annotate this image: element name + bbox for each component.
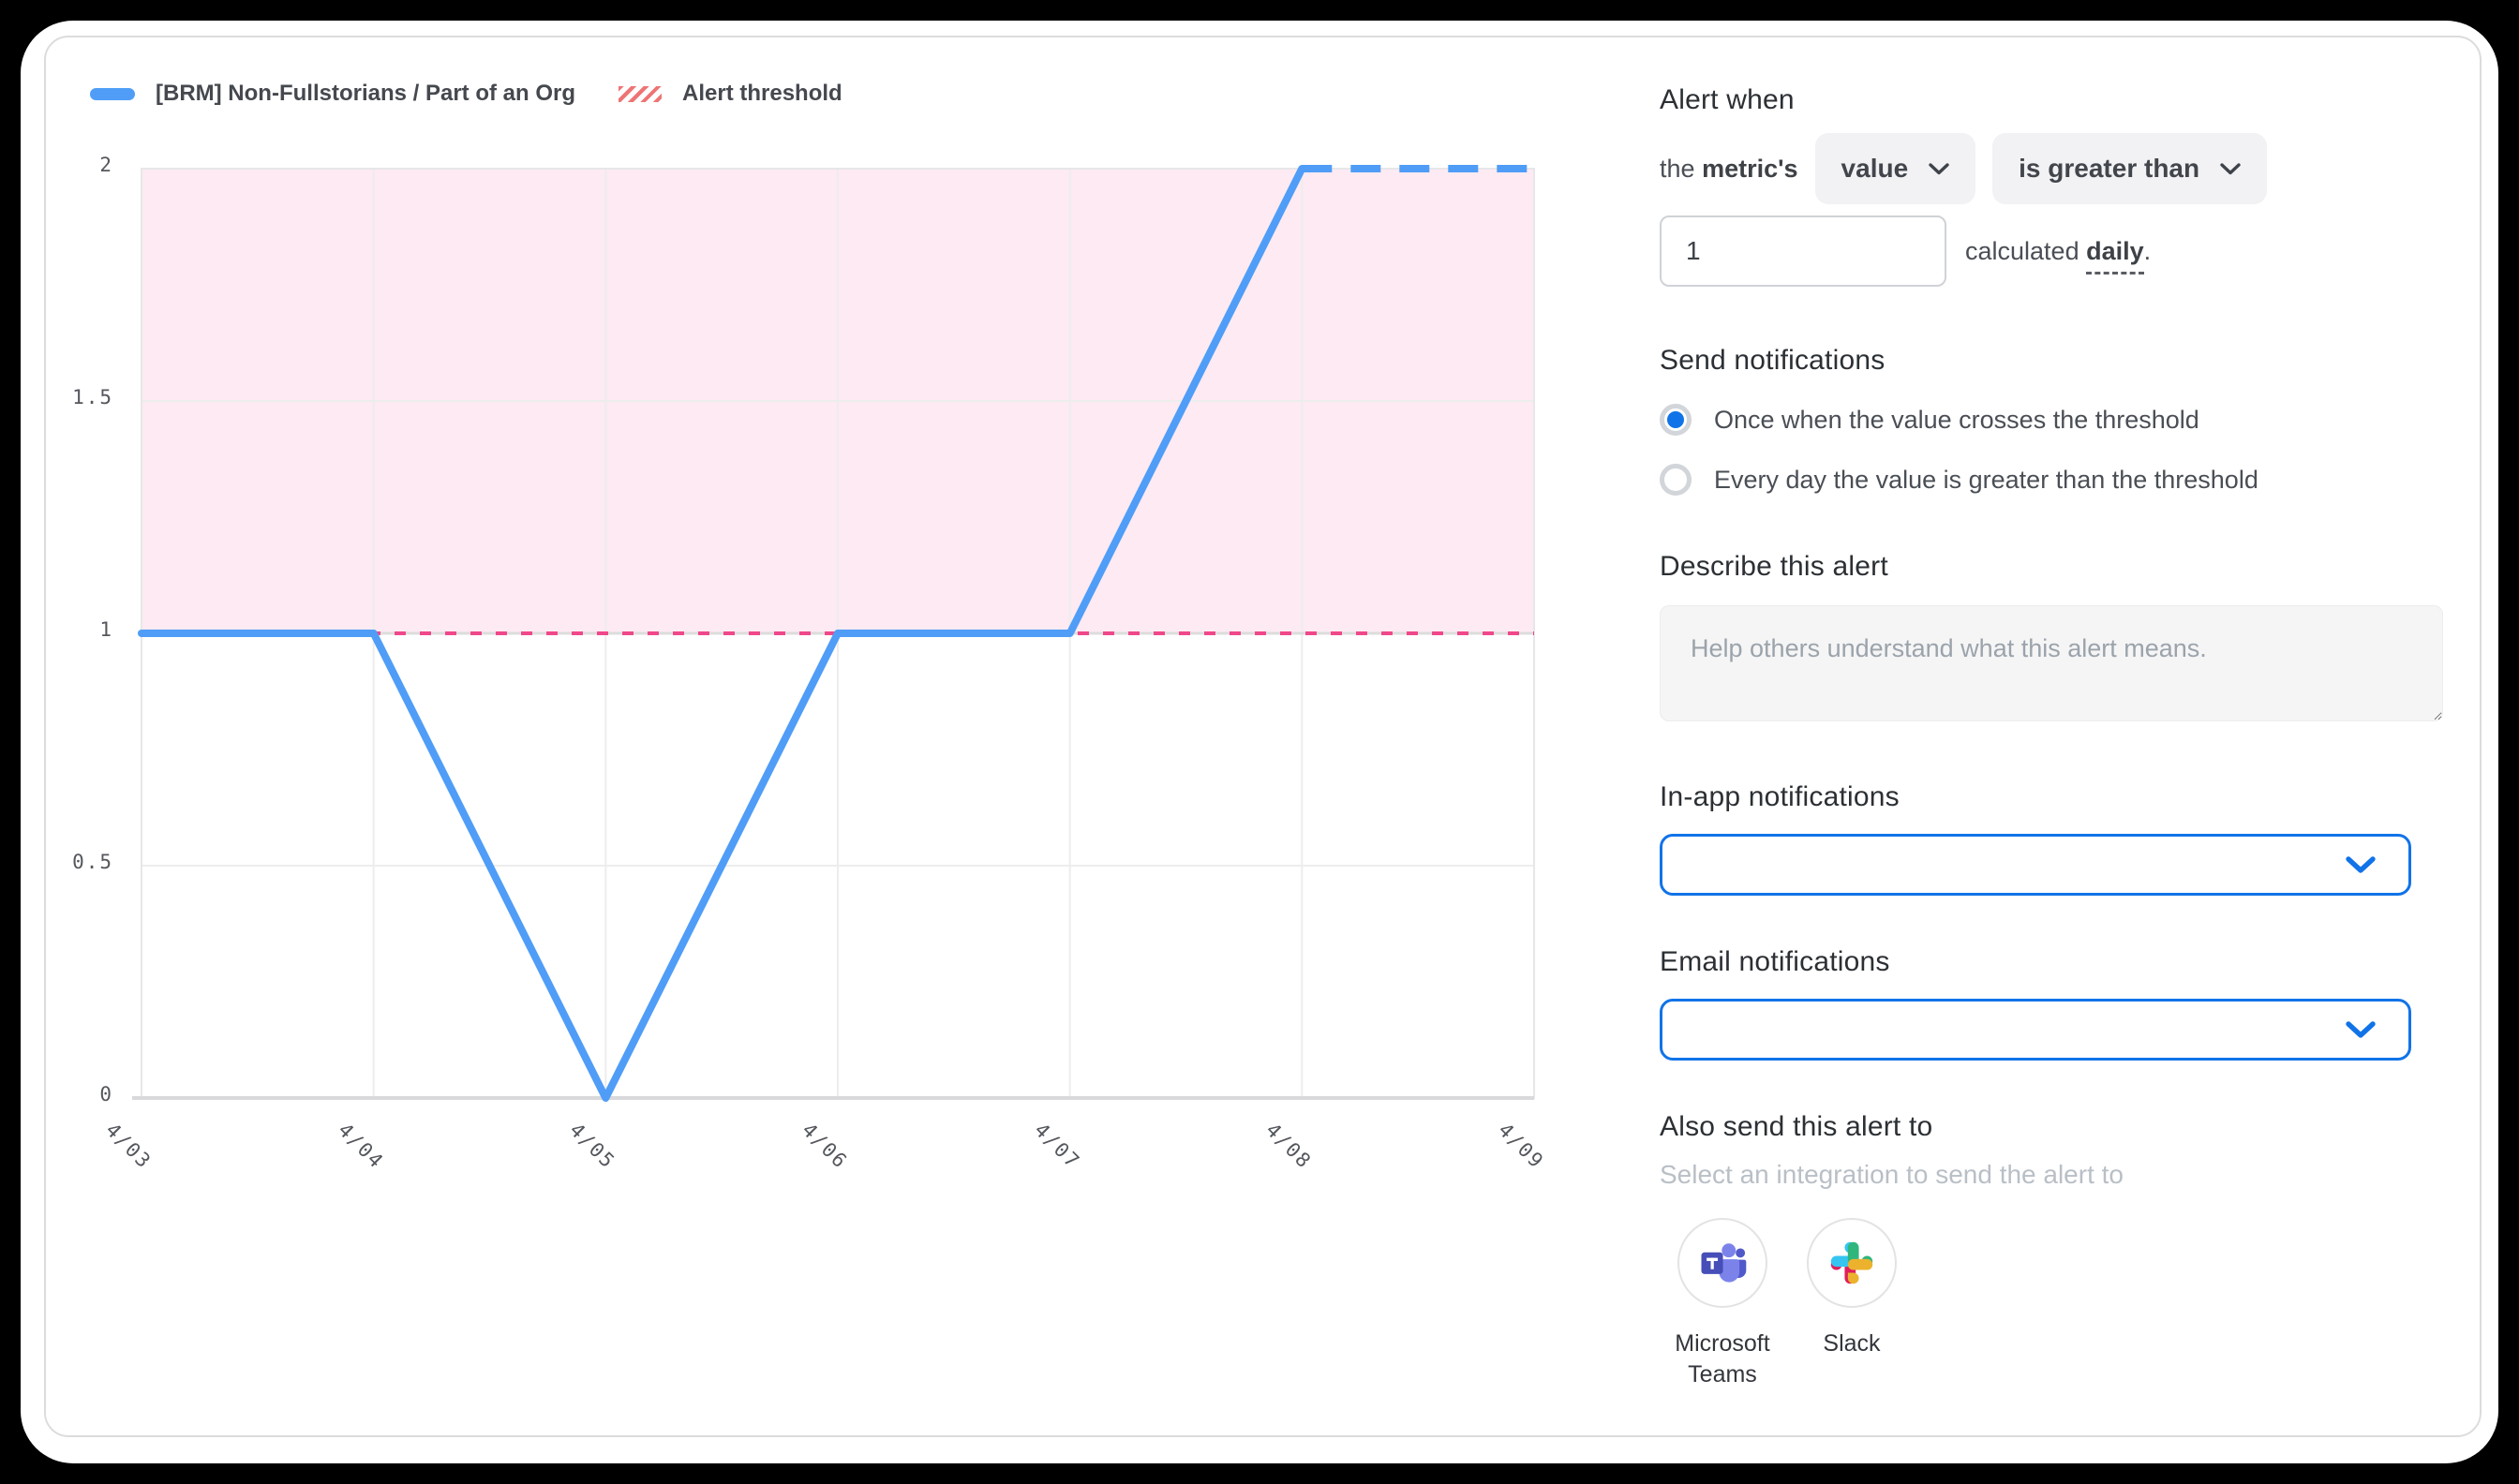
alert-settings-panel: Alert when the metric's value is greater… bbox=[1660, 0, 2484, 1484]
slack-button[interactable] bbox=[1807, 1218, 1897, 1308]
alert-description-textarea[interactable] bbox=[1660, 605, 2443, 721]
chart-plot-area bbox=[132, 165, 1535, 1102]
slack-icon bbox=[1830, 1241, 1873, 1284]
comparator-dropdown[interactable]: is greater than bbox=[1992, 133, 2268, 204]
alert-when-heading: Alert when bbox=[1660, 84, 1795, 115]
modal-outline bbox=[44, 36, 2482, 1437]
y-tick-label: 1 bbox=[99, 618, 113, 641]
describe-heading: Describe this alert bbox=[1660, 551, 1888, 582]
microsoft-teams-button[interactable] bbox=[1677, 1218, 1767, 1308]
integration-hint-text: Select an integration to send the alert … bbox=[1660, 1160, 2124, 1189]
radio-once[interactable] bbox=[1660, 404, 1692, 436]
in-app-notifications-dropdown[interactable] bbox=[1660, 834, 2411, 896]
metric-dropdown[interactable]: value bbox=[1814, 133, 1976, 204]
email-heading: Email notifications bbox=[1660, 946, 1890, 977]
y-tick-label: 1.5 bbox=[72, 386, 113, 408]
threshold-legend-label: Alert threshold bbox=[682, 81, 842, 106]
slack-label: Slack bbox=[1823, 1330, 1881, 1357]
notify-every-day-option[interactable]: Every day the value is greater than the … bbox=[1660, 459, 2258, 500]
series-legend-label: [BRM] Non-Fullstorians / Part of an Org bbox=[156, 81, 575, 106]
y-axis: 2 1.5 1 0.5 0 bbox=[25, 154, 113, 1106]
also-send-heading: Also send this alert to bbox=[1660, 1111, 1933, 1142]
notify-once-option[interactable]: Once when the value crosses the threshol… bbox=[1660, 399, 2199, 440]
email-notifications-dropdown[interactable] bbox=[1660, 999, 2411, 1061]
chart-legend: [BRM] Non-Fullstorians / Part of an Org … bbox=[90, 81, 842, 107]
microsoft-teams-label: Microsoft Teams bbox=[1675, 1330, 1770, 1388]
metric-prefix-text: the metric's bbox=[1660, 154, 1798, 183]
radio-every-day[interactable] bbox=[1660, 464, 1692, 496]
send-notifications-heading: Send notifications bbox=[1660, 345, 1886, 376]
radio-every-day-label: Every day the value is greater than the … bbox=[1714, 465, 2258, 494]
threshold-hatch-swatch-icon bbox=[619, 85, 662, 102]
chevron-down-icon bbox=[2346, 1021, 2376, 1038]
series-line-swatch-icon bbox=[90, 87, 135, 100]
chevron-down-icon bbox=[2220, 162, 2241, 174]
interval-selector[interactable]: daily bbox=[2086, 236, 2144, 275]
microsoft-teams-icon bbox=[1701, 1243, 1747, 1283]
radio-once-label: Once when the value crosses the threshol… bbox=[1714, 405, 2199, 434]
y-tick-label: 0 bbox=[99, 1083, 113, 1106]
chevron-down-icon bbox=[1929, 162, 1949, 174]
chevron-down-icon bbox=[2346, 856, 2376, 873]
y-tick-label: 2 bbox=[99, 154, 113, 176]
metric-line-chart: 2 1.5 1 0.5 0 4/03 4/04 4/05 4/06 4/07 4/08 4/09 bbox=[72, 154, 1548, 1173]
calculated-text: calculated daily. bbox=[1965, 236, 2151, 275]
threshold-value-input[interactable] bbox=[1660, 215, 1946, 287]
in-app-heading: In-app notifications bbox=[1660, 781, 1900, 812]
y-tick-label: 0.5 bbox=[72, 851, 113, 873]
